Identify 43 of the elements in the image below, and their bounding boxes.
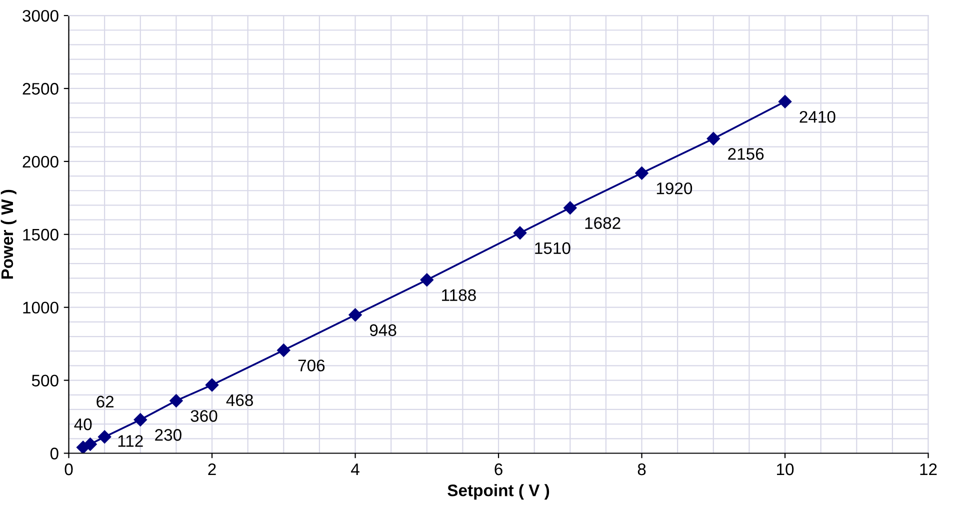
point bbox=[170, 394, 183, 408]
y-tick-label: 2000 bbox=[22, 156, 58, 168]
data-label: 1682 bbox=[585, 217, 620, 229]
x-tick-label: 0 bbox=[64, 463, 73, 476]
y-tick-label: 0 bbox=[50, 448, 58, 460]
point bbox=[635, 166, 648, 180]
point bbox=[513, 226, 527, 240]
data-label: 230 bbox=[155, 429, 182, 441]
data-label: 1920 bbox=[656, 182, 692, 194]
point bbox=[134, 413, 147, 426]
point bbox=[778, 95, 792, 108]
point bbox=[706, 132, 720, 146]
x-tick-label: 12 bbox=[920, 463, 937, 476]
data-label: 1188 bbox=[442, 289, 476, 302]
point bbox=[564, 201, 577, 214]
x-tick-label: 6 bbox=[494, 463, 502, 476]
data-label: 62 bbox=[96, 396, 114, 408]
data-label: 40 bbox=[74, 418, 92, 430]
data-label: 468 bbox=[226, 394, 253, 406]
point bbox=[98, 430, 112, 444]
data-label: 706 bbox=[298, 360, 325, 372]
data-label: 360 bbox=[190, 410, 218, 422]
y-tick-label: 1000 bbox=[23, 302, 58, 314]
x-axis-title: Setpoint ( V ) bbox=[448, 484, 550, 500]
x-tick-label: 10 bbox=[777, 463, 794, 476]
data-label: 1510 bbox=[535, 242, 570, 254]
point bbox=[348, 308, 362, 322]
y-tick-label: 1500 bbox=[23, 228, 58, 241]
y-axis-title: Power ( W ) bbox=[0, 190, 16, 279]
data-label: 2156 bbox=[728, 148, 764, 160]
point bbox=[420, 273, 434, 287]
x-tick-label: 4 bbox=[351, 464, 360, 476]
y-tick-label: 500 bbox=[32, 374, 58, 386]
point bbox=[205, 378, 219, 392]
point bbox=[84, 438, 97, 451]
x-tick-label: 8 bbox=[638, 463, 646, 476]
data-label: 948 bbox=[370, 324, 396, 336]
x-tick-label: 2 bbox=[208, 463, 216, 476]
point bbox=[277, 344, 290, 357]
y-tick-label: 2500 bbox=[22, 82, 58, 95]
data-label: 2410 bbox=[800, 110, 836, 123]
data-label: 112 bbox=[118, 435, 143, 447]
y-tick-label: 3000 bbox=[22, 10, 58, 22]
